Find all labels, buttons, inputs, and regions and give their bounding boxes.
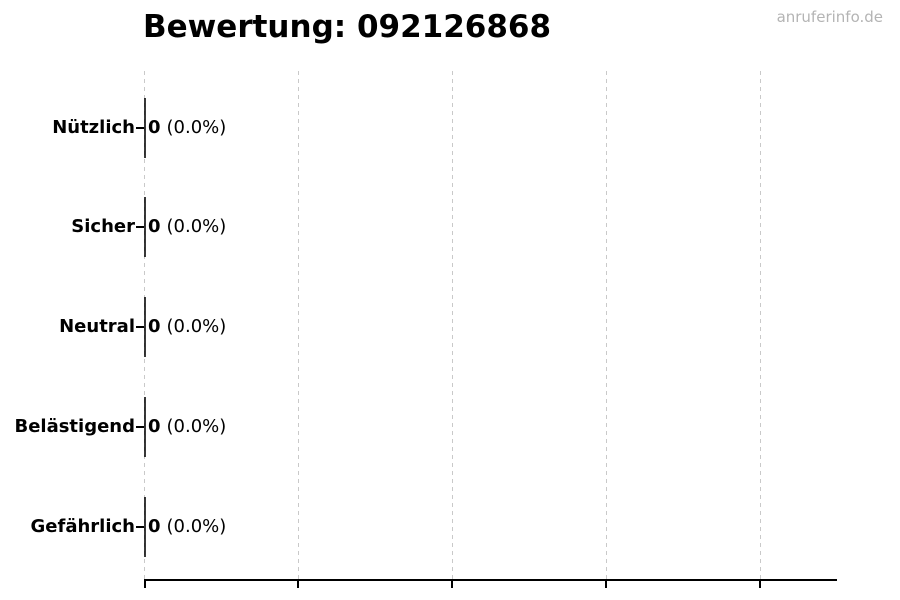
x-axis-line [144, 579, 837, 581]
gridline [760, 71, 761, 580]
category-label: Neutral [59, 316, 135, 338]
bar-value-percent: (0.0%) [166, 117, 227, 139]
bar-value-annotation: 0 (0.0%) [148, 516, 226, 537]
x-axis-tick [297, 581, 299, 588]
watermark-text: anruferinfo.de [776, 8, 883, 26]
bar-value-annotation: 0 (0.0%) [148, 316, 226, 337]
x-axis-tick [144, 581, 146, 588]
bar-value-count: 0 [148, 216, 161, 238]
gridline [452, 71, 453, 580]
y-axis-tick [136, 326, 144, 328]
bar-value-percent: (0.0%) [166, 516, 227, 538]
x-axis-tick [451, 581, 453, 588]
bar-value-percent: (0.0%) [166, 316, 227, 338]
bar [144, 397, 146, 457]
gridline [606, 71, 607, 580]
bar-value-count: 0 [148, 117, 161, 139]
bar-value-count: 0 [148, 516, 161, 538]
bar-value-count: 0 [148, 316, 161, 338]
bar-value-annotation: 0 (0.0%) [148, 216, 226, 237]
category-label: Gefährlich [30, 516, 135, 538]
bar [144, 297, 146, 357]
bar-value-annotation: 0 (0.0%) [148, 117, 226, 138]
category-label: Belästigend [14, 416, 135, 438]
bar-value-percent: (0.0%) [166, 416, 227, 438]
category-label: Sicher [71, 216, 135, 238]
y-axis-tick [136, 526, 144, 528]
bar-value-count: 0 [148, 416, 161, 438]
bar [144, 497, 146, 557]
category-label: Nützlich [52, 117, 135, 139]
x-axis-tick [605, 581, 607, 588]
y-axis-tick [136, 426, 144, 428]
y-axis-tick [136, 226, 144, 228]
bar-value-annotation: 0 (0.0%) [148, 416, 226, 437]
y-axis-tick [136, 127, 144, 129]
chart-title: Bewertung: 092126868 [143, 9, 552, 45]
bar [144, 98, 146, 158]
bar-value-percent: (0.0%) [166, 216, 227, 238]
gridline [298, 71, 299, 580]
bar [144, 197, 146, 257]
x-axis-tick [759, 581, 761, 588]
